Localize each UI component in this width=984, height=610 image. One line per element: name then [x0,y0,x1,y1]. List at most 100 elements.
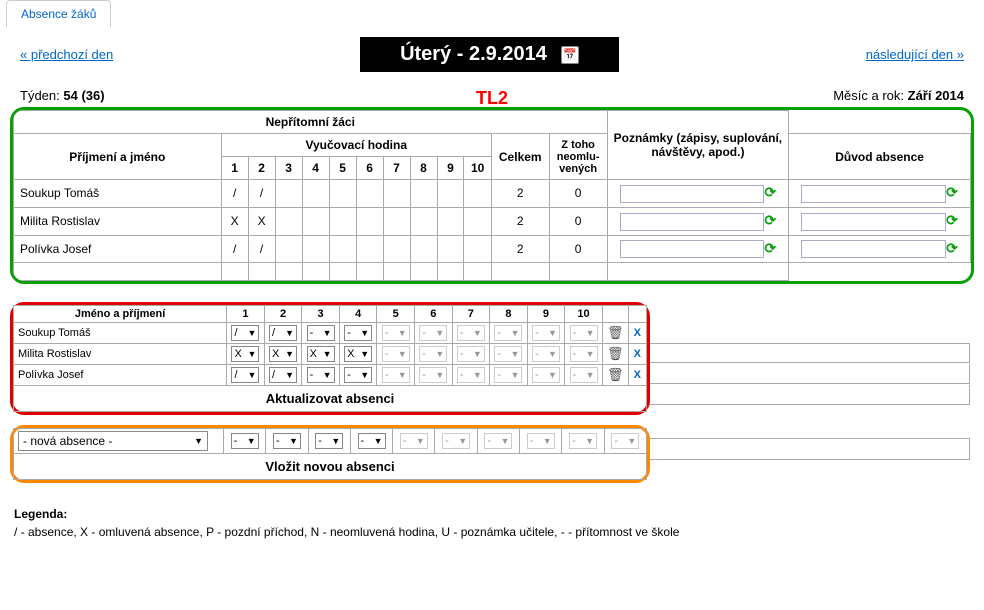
notes-input[interactable] [801,213,946,231]
tab-absence[interactable]: Absence žáků [6,0,111,27]
summary-table: Nepřítomní žáci Poznámky (zápisy, suplov… [13,110,971,281]
hour-select: -▼ [457,346,485,362]
hour-select[interactable]: -▼ [307,325,335,341]
hour-select[interactable]: X▼ [231,346,259,362]
edit-hour-header: 3 [302,306,340,323]
date-text: Úterý - 2.9.2014 [400,43,547,66]
hour-mark [275,235,302,263]
hour-select: -▼ [570,346,598,362]
hour-select[interactable]: /▼ [231,367,259,383]
new-hour-select: -▼ [527,433,555,449]
insert-absence-button[interactable]: Vložit novou absenci [14,454,647,480]
hour-select: -▼ [419,367,447,383]
hour-header: 6 [356,157,383,180]
col-hours: Vyučovací hodina [221,134,491,157]
legend-text: / - absence, X - omluvená absence, P - p… [14,525,679,539]
col-total: Celkem [491,134,549,180]
summary-title: Nepřítomní žáci [14,111,608,134]
hour-select[interactable]: /▼ [269,325,297,341]
date-display: Úterý - 2.9.2014 📅 [360,37,619,72]
hour-header: 2 [248,157,275,180]
trash-icon[interactable]: 🗑 [607,346,624,361]
hour-select: -▼ [532,325,560,341]
edit-hour-header: 7 [452,306,490,323]
edit-student-name: Soukup Tomáš [14,323,227,344]
update-absence-button[interactable]: Aktualizovat absenci [14,386,647,412]
refresh-icon[interactable]: ⟳ [946,240,958,257]
summary-row: Polívka Josef//20⟳⟳ [14,235,971,263]
reason-input[interactable] [620,213,765,231]
hour-select: -▼ [532,367,560,383]
nav-row: « předchozí den Úterý - 2.9.2014 📅 násle… [0,27,984,82]
hour-select: -▼ [419,325,447,341]
edit-row: Soukup Tomáš/▼/▼-▼-▼-▼-▼-▼-▼-▼-▼🗑X [14,323,647,344]
hour-select[interactable]: /▼ [231,325,259,341]
refresh-icon[interactable]: ⟳ [946,184,958,201]
student-name: Polívka Josef [14,235,222,263]
refresh-icon[interactable]: ⟳ [764,184,776,201]
hour-select[interactable]: -▼ [344,367,372,383]
edit-student-name: Milita Rostislav [14,344,227,365]
hour-mark [329,180,356,208]
hour-mark [464,180,491,208]
legend: Legenda: / - absence, X - omluvená absen… [0,483,984,549]
hour-header: 3 [275,157,302,180]
hour-mark [437,235,464,263]
hour-select[interactable]: X▼ [269,346,297,362]
edit-hour-header: 4 [339,306,377,323]
reason-input[interactable] [620,185,765,203]
hour-mark [383,207,410,235]
new-hour-select: -▼ [400,433,428,449]
new-hour-select[interactable]: -▼ [315,433,343,449]
edit-hour-header: 10 [565,306,603,323]
hour-select[interactable]: -▼ [344,325,372,341]
new-hour-select[interactable]: -▼ [273,433,301,449]
reason-input[interactable] [620,240,765,258]
new-hour-select[interactable]: -▼ [231,433,259,449]
edit-table: Jméno a příjmení 12345678910 Soukup Tomá… [13,305,647,412]
hour-mark [464,207,491,235]
new-hour-select[interactable]: -▼ [358,433,386,449]
reason-cell: ⟳ [607,235,789,263]
notes-input[interactable] [801,185,946,203]
summary-row: Milita RostislavXX20⟳⟳ [14,207,971,235]
hour-select: -▼ [457,367,485,383]
month-info: Měsíc a rok: Září 2014 [833,88,964,103]
notes-input[interactable] [801,240,946,258]
hour-select: -▼ [494,346,522,362]
calendar-icon[interactable]: 📅 [561,46,579,64]
refresh-icon[interactable]: ⟳ [946,212,958,229]
delete-x-link[interactable]: X [634,327,641,339]
hour-select: -▼ [382,346,410,362]
hour-select[interactable]: -▼ [307,367,335,383]
hour-mark [464,235,491,263]
hour-mark [356,207,383,235]
hour-mark [302,235,329,263]
edit-hour-header: 8 [490,306,528,323]
next-day-link[interactable]: následující den » [866,47,964,62]
trash-icon[interactable]: 🗑 [607,367,624,382]
new-absence-student-select[interactable]: - nová absence - ▼ [18,431,208,451]
legend-title: Legenda: [14,507,970,521]
delete-x-link[interactable]: X [634,348,641,360]
delete-x-link[interactable]: X [634,369,641,381]
refresh-icon[interactable]: ⟳ [764,212,776,229]
refresh-icon[interactable]: ⟳ [764,240,776,257]
notes-cell: ⟳ [789,207,971,235]
prev-day-link[interactable]: « předchozí den [20,47,113,62]
hour-select[interactable]: /▼ [269,367,297,383]
hour-select[interactable]: X▼ [307,346,335,362]
edit-row: Milita RostislavX▼X▼X▼X▼-▼-▼-▼-▼-▼-▼🗑X [14,344,647,365]
new-hour-select: -▼ [442,433,470,449]
student-name: Milita Rostislav [14,207,222,235]
hour-mark: / [221,180,248,208]
hour-select[interactable]: X▼ [344,346,372,362]
unexcused-cell: 0 [549,207,607,235]
trash-icon[interactable]: 🗑 [607,325,624,340]
class-label: TL2 [476,88,508,109]
edit-hour-header: 6 [415,306,453,323]
hour-mark [383,180,410,208]
hour-mark [356,235,383,263]
hour-mark [329,207,356,235]
hour-select: -▼ [382,325,410,341]
